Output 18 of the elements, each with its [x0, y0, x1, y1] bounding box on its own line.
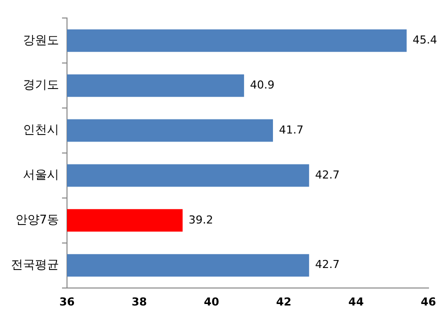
y-tick-label: 서울시 [23, 168, 59, 182]
x-tick-label: 40 [204, 295, 220, 308]
data-label: 45.4 [412, 34, 438, 47]
data-label: 42.7 [315, 258, 340, 272]
y-tick-label: 인천시 [23, 122, 59, 137]
x-tick-label: 36 [59, 295, 75, 308]
x-tick-label: 42 [276, 295, 292, 308]
x-tick-label: 44 [348, 295, 364, 308]
data-label: 40.9 [250, 78, 275, 92]
y-tick-label: 강원도 [23, 32, 59, 47]
x-tick-label: 38 [132, 295, 147, 308]
y-tick-label: 경기도 [23, 78, 59, 92]
data-label: 39.2 [188, 213, 214, 226]
data-label: 41.7 [278, 123, 304, 136]
y-tick-label: 안양7동 [15, 212, 59, 227]
y-tick-label: 전국평균 [11, 257, 59, 272]
x-tick-label: 46 [420, 295, 436, 308]
data-label: 42.7 [315, 168, 340, 182]
